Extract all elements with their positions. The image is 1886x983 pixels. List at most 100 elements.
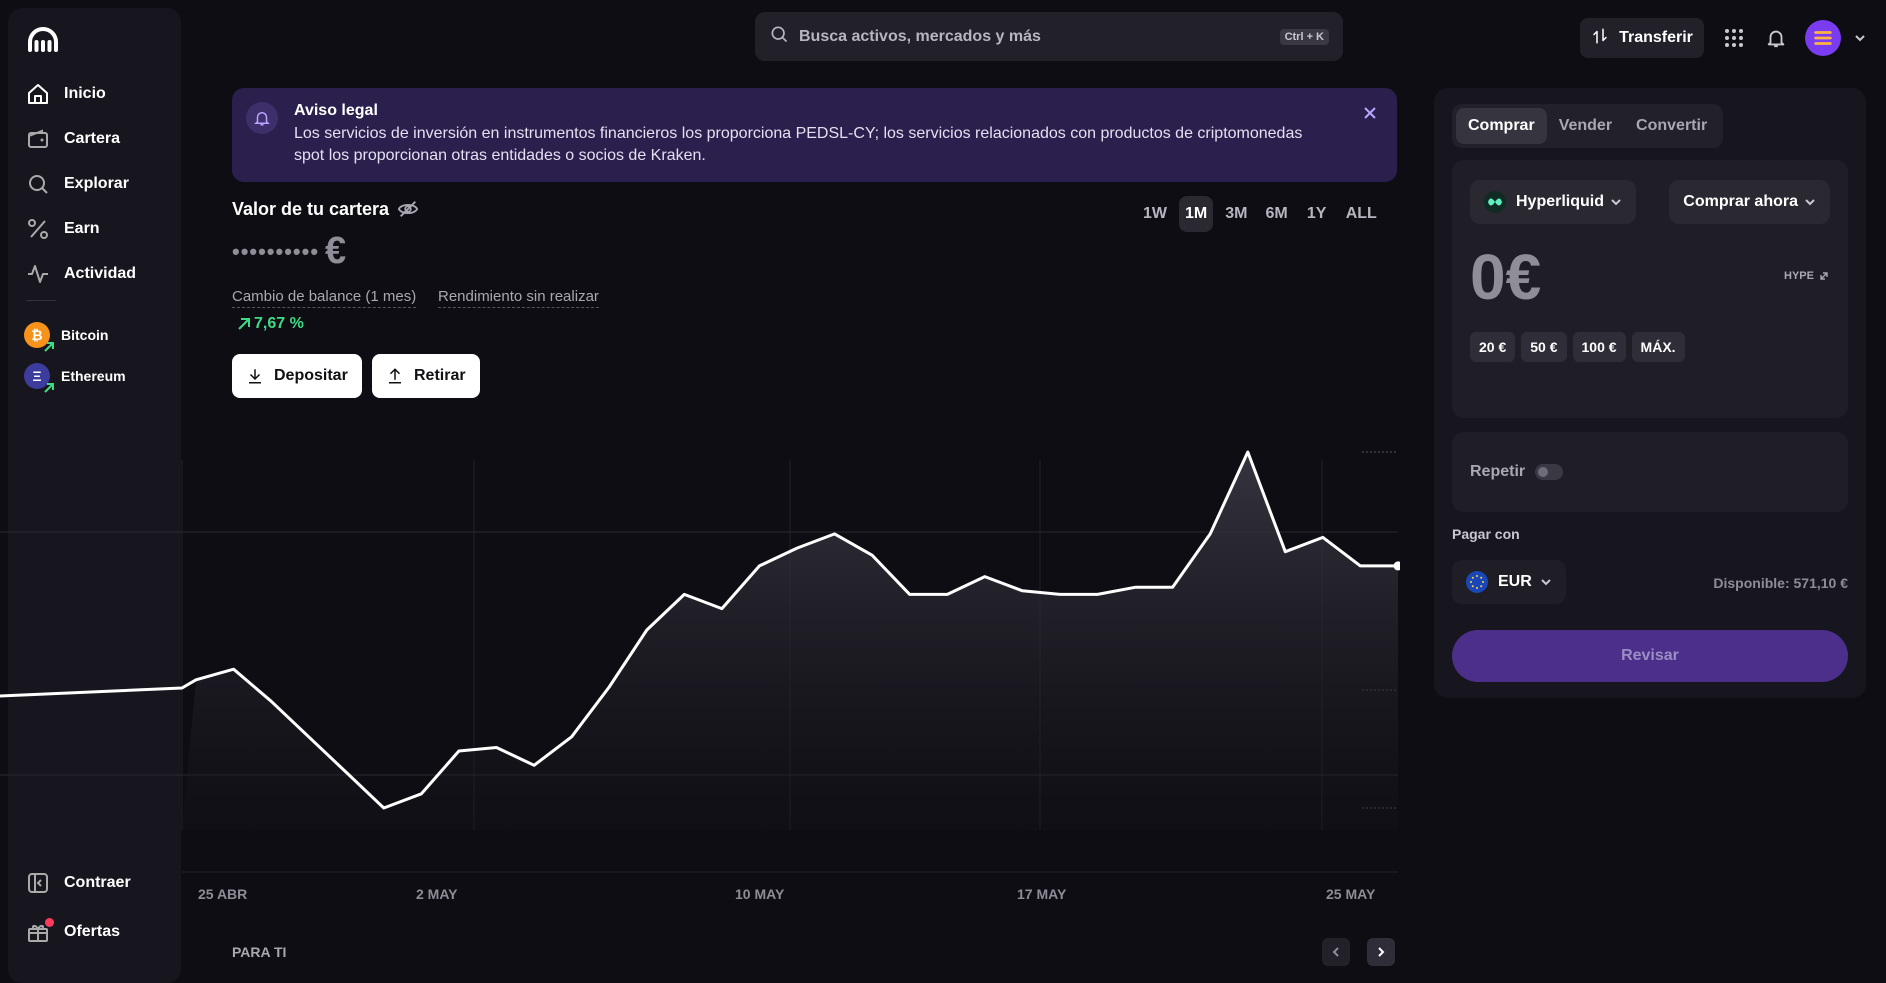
collapse-sidebar-button[interactable]: Contraer [24,865,131,901]
sidebar-item-label: Cartera [64,130,121,147]
sidebar-asset-bitcoin[interactable]: ₿ Bitcoin [24,317,108,353]
balance-change-text: 7,67 % [254,315,304,332]
order-type-label: Comprar ahora [1683,193,1798,210]
withdraw-label: Retirar [414,367,466,384]
notice-title: Aviso legal [294,102,378,119]
search-shortcut-badge: Ctrl + K [1279,28,1329,45]
sidebar-item-actividad[interactable]: Actividad [24,256,136,292]
range-3m[interactable]: 3M [1225,205,1248,222]
quick-amount-max[interactable]: MÁX. [1631,332,1685,362]
range-6m[interactable]: 6M [1265,205,1288,222]
amount-input[interactable]: 0€ [1470,241,1542,313]
quick-amount-50[interactable]: 50 € [1521,332,1567,362]
range-1y[interactable]: 1Y [1306,205,1327,222]
chart-area [182,452,1398,830]
quick-amount-20[interactable]: 20 € [1470,332,1516,362]
x-axis-label: 2 MAY [416,886,458,902]
sidebar: Inicio Cartera Explorar Earn Actividad ₿… [8,8,181,983]
x-axis-label: 25 ABR [198,886,248,902]
asset-label: Hyperliquid [1516,193,1605,210]
carousel-next-button[interactable] [1367,938,1395,966]
range-all[interactable]: ALL [1345,205,1377,222]
transfer-icon [1591,27,1609,50]
legal-notice-banner: Aviso legal Los servicios de inversión e… [232,88,1397,182]
sidebar-divider [26,300,56,301]
tab-vender[interactable]: Vender [1558,117,1613,134]
sidebar-item-label: Explorar [64,175,129,192]
unit-toggle[interactable]: HYPE [1784,270,1830,282]
withdraw-button[interactable]: Retirar [372,354,480,398]
repeat-label: Repetir [1470,463,1526,480]
search-icon [769,24,789,49]
arrow-up-right-icon [236,316,252,332]
sidebar-item-inicio[interactable]: Inicio [24,76,106,112]
x-axis-label: 17 MAY [1017,886,1067,902]
repeat-panel: Repetir [1452,432,1848,512]
sidebar-item-label: Inicio [64,85,106,102]
available-balance: Disponible: 571,10 € [1713,575,1848,591]
deposit-button[interactable]: Depositar [232,354,362,398]
range-1w[interactable]: 1W [1143,205,1167,222]
chevron-down-icon [1541,579,1551,586]
sidebar-item-explorar[interactable]: Explorar [24,166,129,202]
review-button[interactable]: Revisar [1452,630,1848,682]
avatar[interactable] [1805,20,1841,56]
x-axis-label: 25 MAY [1326,886,1376,902]
activity-icon [24,260,52,288]
section-heading-para-ti: PARA TI [232,944,287,960]
pay-currency-label: EUR [1498,573,1532,590]
transfer-label: Transferir [1619,29,1693,46]
collapse-icon [24,869,52,897]
asset-selector[interactable]: Hyperliquid [1470,180,1637,224]
time-range-selector: 1W 1M 3M 6M 1Y ALL [1137,196,1383,232]
metric-balance-change[interactable]: Cambio de balance (1 mes) [232,288,417,308]
account-chevron-down-icon[interactable] [1846,24,1874,52]
chevron-right-icon [1378,947,1385,957]
eye-off-icon[interactable] [397,198,419,220]
home-icon [24,80,52,108]
sidebar-item-label: Earn [64,220,100,237]
notification-dot [45,918,54,927]
sidebar-item-label: Actividad [64,265,137,282]
transfer-button[interactable]: Transferir [1580,18,1704,58]
hyperliquid-icon [1484,191,1506,213]
tab-comprar[interactable]: Comprar [1456,108,1547,144]
kraken-logo-icon[interactable] [25,24,61,60]
carousel-prev-button[interactable] [1322,938,1350,966]
search-bar[interactable]: Busca activos, mercados y más Ctrl + K [755,12,1343,61]
chart-endpoint [1393,561,1400,571]
deposit-label: Depositar [274,367,348,384]
order-type-selector[interactable]: Comprar ahora [1669,180,1830,224]
chevron-left-icon [1332,947,1339,957]
quick-amount-100[interactable]: 100 € [1572,332,1626,362]
quick-amounts: 20 € 50 € 100 € MÁX. [1470,332,1685,362]
sidebar-asset-label: Bitcoin [61,327,109,343]
range-1m[interactable]: 1M [1179,196,1214,232]
sidebar-item-cartera[interactable]: Cartera [24,121,120,157]
close-icon[interactable] [1359,102,1381,124]
x-axis-label: 10 MAY [735,886,785,902]
trend-up-icon [44,383,54,393]
search-placeholder: Busca activos, mercados y más [799,27,1041,45]
tab-convertir[interactable]: Convertir [1636,117,1708,134]
notice-body: Los servicios de inversión en instrument… [294,125,1303,164]
metric-unrealized-return[interactable]: Rendimiento sin realizar [438,288,599,308]
pay-currency-selector[interactable]: EUR [1452,560,1566,604]
sidebar-asset-label: Ethereum [61,368,126,384]
sidebar-item-earn[interactable]: Earn [24,211,100,247]
upload-icon [389,368,401,384]
repeat-toggle[interactable] [1535,464,1564,480]
ethereum-symbol: Ξ [32,368,42,384]
eu-flag-icon [1466,571,1488,593]
notifications-bell-icon[interactable] [1762,24,1790,52]
sidebar-item-ofertas[interactable]: Ofertas [24,914,120,950]
bitcoin-icon: ₿ [24,322,54,352]
trade-tabs: Comprar Vender Convertir [1452,104,1724,148]
sidebar-asset-ethereum[interactable]: Ξ Ethereum [24,358,126,394]
apps-grid-icon[interactable] [1720,24,1748,52]
currency-symbol: € [325,230,347,272]
unit-label: HYPE [1784,270,1814,282]
trend-up-icon [44,342,54,352]
portfolio-chart[interactable] [0,440,1400,880]
collapse-label: Contraer [64,874,131,891]
